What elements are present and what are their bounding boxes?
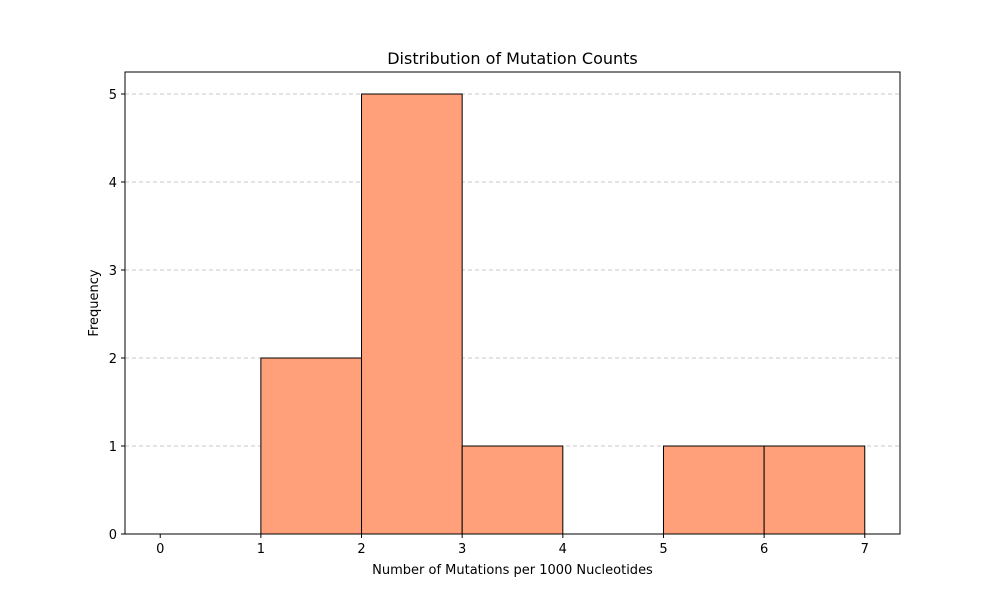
histogram-bar	[461, 445, 564, 535]
x-tick-label: 4	[559, 542, 567, 557]
y-tick-label: 3	[109, 264, 117, 279]
y-tick-label: 2	[109, 352, 117, 367]
y-tick-label: 0	[109, 528, 117, 543]
x-tick-label: 0	[156, 542, 164, 557]
histogram-bar	[763, 445, 866, 535]
x-tick-label: 5	[659, 542, 667, 557]
histogram-bar	[361, 93, 463, 535]
x-tick-label: 1	[257, 542, 265, 557]
x-axis-ticks: 0 1 2 3 4 5 6 7	[156, 534, 869, 557]
x-tick-label: 6	[760, 542, 768, 557]
y-tick-label: 5	[109, 88, 117, 103]
histogram-bar	[260, 357, 363, 535]
x-tick-label: 2	[357, 542, 365, 557]
x-tick-label: 7	[861, 542, 869, 557]
x-tick-label: 3	[458, 542, 466, 557]
bars	[260, 93, 866, 535]
y-axis-label: Frequency	[87, 269, 102, 336]
x-axis-label: Number of Mutations per 1000 Nucleotides	[372, 563, 653, 578]
y-axis-ticks: 0 1 2 3 4 5	[109, 88, 125, 543]
y-tick-label: 1	[109, 440, 117, 455]
chart-title: Distribution of Mutation Counts	[387, 49, 638, 68]
plot-frame	[124, 71, 901, 535]
y-tick-label: 4	[109, 176, 117, 191]
histogram-bar	[662, 445, 765, 535]
